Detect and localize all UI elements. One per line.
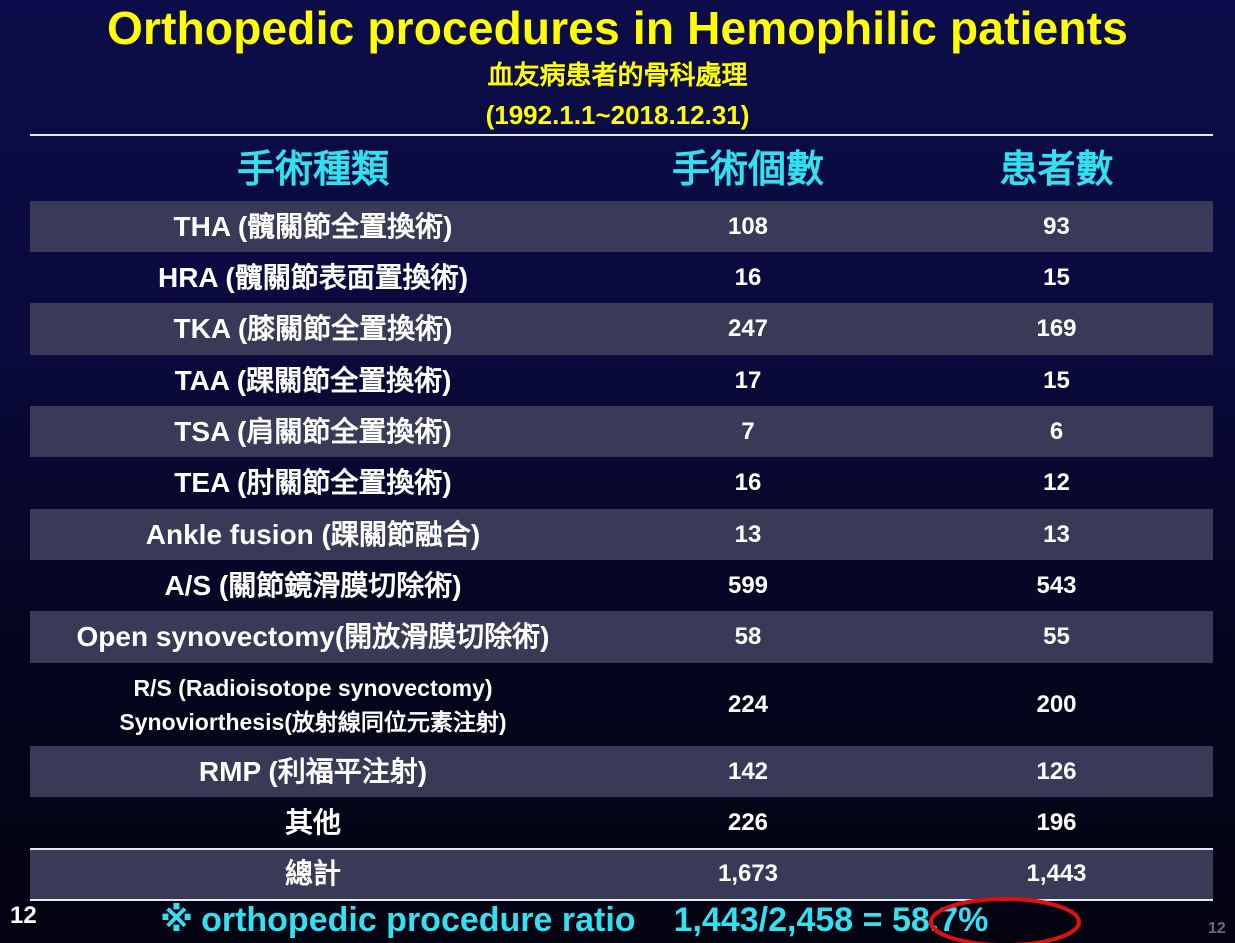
- table-total-row: 總計 1,673 1,443: [30, 849, 1213, 899]
- total-row-divider: [30, 848, 1213, 850]
- patient-count: 126: [1036, 757, 1077, 785]
- patient-count: 55: [1043, 623, 1070, 650]
- surgery-count: 16: [734, 263, 762, 291]
- header-surgery-count: 手術個數: [671, 147, 824, 191]
- patient-count: 12: [1043, 469, 1070, 496]
- patient-count: 15: [1043, 366, 1070, 394]
- table-row: TAA (踝關節全置換術) 17 15: [30, 355, 1213, 406]
- footnote-label: orthopedic procedure ratio: [201, 901, 636, 939]
- table-header-row: 手術種類 手術個數 患者數: [30, 138, 1213, 200]
- procedure-name: RMP (利福平注射): [198, 755, 428, 787]
- table-row: RMP (利福平注射) 142 126: [30, 746, 1213, 797]
- table-row: TKA (膝關節全置換術) 247 169: [30, 303, 1213, 355]
- procedure-name: R/S (Radioisotope synovectomy) Synoviort…: [30, 663, 596, 746]
- procedure-name-line-2: Synoviorthesis(放射線同位元素注射): [119, 708, 507, 735]
- table-row: HRA (髖關節表面置換術) 16 15: [30, 252, 1213, 303]
- procedure-name: HRA (髖關節表面置換術): [157, 261, 469, 293]
- highlight-ellipse: [929, 897, 1081, 943]
- procedure-name: TEA (肘關節全置換術): [174, 467, 452, 498]
- patient-count: 13: [1043, 520, 1070, 548]
- reference-mark: ※: [160, 900, 194, 940]
- table-top-rule: [30, 134, 1213, 136]
- footnote-fraction: 1,443/2,458: [673, 901, 854, 939]
- patient-count: 200: [1036, 690, 1077, 718]
- header-patient-count: 患者數: [999, 147, 1114, 191]
- footnote: ※ orthopedic procedure ratio 1,443/2,458 =…: [160, 898, 988, 942]
- total-patient-count: 1,443: [1026, 860, 1087, 887]
- patient-count: 93: [1043, 212, 1070, 240]
- procedure-name: A/S (關節鏡滑膜切除術): [164, 569, 462, 601]
- procedure-name: TKA (膝關節全置換術): [173, 313, 453, 344]
- surgery-count: 13: [734, 520, 762, 548]
- footnote-equals: =: [862, 901, 883, 939]
- table-row: THA (髖關節全置換術) 108 93: [30, 201, 1213, 252]
- procedure-name: Ankle fusion (踝關節融合): [145, 518, 481, 550]
- table-row: R/S (Radioisotope synovectomy) Synoviort…: [30, 663, 1213, 746]
- surgery-count: 108: [727, 212, 769, 240]
- patient-count: 15: [1043, 263, 1070, 291]
- table-row: TSA (肩關節全置換術) 7 6: [30, 406, 1213, 457]
- page-number: 12: [10, 902, 37, 929]
- procedure-name: Open synovectomy(開放滑膜切除術): [76, 621, 550, 652]
- surgery-count: 17: [734, 366, 762, 394]
- patient-count: 6: [1049, 417, 1064, 445]
- table-row: TEA (肘關節全置換術) 16 12: [30, 457, 1213, 509]
- procedure-name: THA (髖關節全置換術): [173, 210, 453, 242]
- slide-subtitle-chinese: 血友病患者的骨科處理: [487, 61, 748, 91]
- patient-count: 169: [1036, 315, 1077, 342]
- total-surgery-count: 1,673: [717, 860, 779, 887]
- table-row: Ankle fusion (踝關節融合) 13 13: [30, 509, 1213, 560]
- patient-count: 196: [1036, 809, 1077, 836]
- header-procedure-type: 手術種類: [236, 147, 389, 191]
- procedure-name: TSA (肩關節全置換術): [174, 415, 452, 447]
- surgery-count: 142: [727, 757, 769, 785]
- table-bottom-rule: [30, 899, 1213, 901]
- table-row: Open synovectomy(開放滑膜切除術) 58 55: [30, 611, 1213, 663]
- total-label: 總計: [284, 858, 341, 889]
- highlight-ellipse-shape: [929, 897, 1081, 943]
- procedure-name: 其他: [284, 807, 341, 838]
- surgery-count: 224: [727, 690, 769, 718]
- slide-title: Orthopedic procedures in Hemophilic pati…: [107, 2, 1128, 54]
- surgery-count: 58: [734, 623, 762, 650]
- procedure-name-line-1: R/S (Radioisotope synovectomy): [133, 674, 493, 701]
- table-row: A/S (關節鏡滑膜切除術) 599 543: [30, 560, 1213, 611]
- procedure-name: TAA (踝關節全置換術): [174, 364, 452, 396]
- date-range: (1992.1.1~2018.12.31): [485, 100, 750, 130]
- patient-count: 543: [1036, 571, 1077, 599]
- surgery-count: 247: [727, 315, 769, 342]
- surgery-count: 599: [727, 571, 769, 599]
- table-row: 其他 226 196: [30, 797, 1213, 849]
- surgery-count: 226: [727, 809, 769, 836]
- page-number-corner: 12: [1208, 920, 1226, 937]
- surgery-count: 16: [734, 469, 762, 496]
- surgery-count: 7: [741, 417, 755, 445]
